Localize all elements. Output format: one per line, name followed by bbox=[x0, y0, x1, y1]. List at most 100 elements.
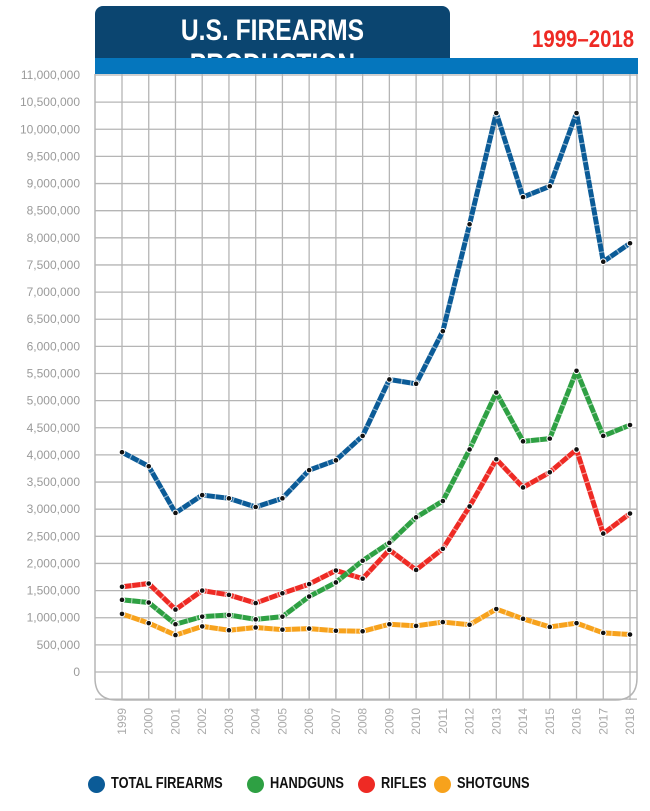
data-point-shotguns bbox=[439, 618, 447, 626]
legend-swatch-icon bbox=[433, 775, 451, 793]
data-point-shotguns bbox=[118, 610, 126, 618]
series-dash-shotguns bbox=[121, 606, 631, 638]
y-tick-label: 11,000,000 bbox=[21, 68, 80, 82]
x-tick-label: 2007 bbox=[329, 708, 343, 735]
data-point-total bbox=[198, 491, 206, 499]
data-point-shotguns bbox=[225, 626, 233, 634]
data-point-shotguns bbox=[279, 626, 286, 633]
data-point-handguns bbox=[386, 539, 393, 547]
data-point-rifles bbox=[546, 468, 554, 476]
data-point-shotguns bbox=[626, 631, 634, 638]
legend-label: RIFLES bbox=[381, 775, 427, 792]
data-point-shotguns bbox=[332, 627, 340, 635]
data-point-total bbox=[145, 463, 153, 470]
y-tick-label: 2,000,000 bbox=[27, 556, 81, 570]
x-tick-label: 2009 bbox=[382, 708, 396, 735]
data-point-total bbox=[493, 109, 500, 117]
data-point-total bbox=[519, 193, 527, 201]
data-point-rifles bbox=[118, 583, 126, 591]
legend-swatch-icon bbox=[246, 775, 264, 793]
y-tick-label: 6,500,000 bbox=[27, 312, 81, 326]
y-tick-label: 4,500,000 bbox=[27, 421, 81, 435]
data-point-handguns bbox=[172, 620, 179, 628]
data-point-total bbox=[305, 466, 313, 474]
data-point-handguns bbox=[198, 613, 206, 620]
x-tick-label: 2018 bbox=[623, 708, 637, 735]
x-tick-label: 2005 bbox=[275, 708, 289, 735]
data-point-rifles bbox=[332, 567, 340, 574]
y-tick-label: 5,500,000 bbox=[27, 367, 81, 381]
data-point-rifles bbox=[225, 591, 233, 599]
data-point-handguns bbox=[493, 389, 500, 396]
data-point-total bbox=[599, 258, 607, 265]
data-point-total bbox=[359, 432, 366, 440]
data-point-rifles bbox=[359, 575, 366, 582]
data-point-rifles bbox=[573, 446, 580, 453]
data-point-shotguns bbox=[573, 619, 580, 627]
x-tick-label: 2013 bbox=[489, 708, 503, 735]
y-tick-label: 10,000,000 bbox=[20, 122, 80, 136]
series-line-total bbox=[120, 110, 632, 516]
data-point-rifles bbox=[599, 530, 607, 537]
legend-item-rifles: RIFLES bbox=[358, 775, 427, 793]
x-tick-label: 2001 bbox=[168, 708, 182, 735]
data-point-handguns bbox=[439, 497, 447, 505]
series-dash-total bbox=[120, 103, 632, 517]
data-point-shotguns bbox=[198, 623, 206, 630]
legend-label: TOTAL FIREARMS bbox=[111, 775, 223, 792]
data-point-total bbox=[386, 376, 393, 383]
data-point-handguns bbox=[412, 514, 420, 521]
data-point-shotguns bbox=[252, 624, 259, 631]
data-point-handguns bbox=[332, 579, 340, 586]
y-tick-label: 8,500,000 bbox=[27, 204, 81, 218]
data-point-shotguns bbox=[412, 622, 420, 630]
data-point-handguns bbox=[599, 432, 607, 440]
x-tick-label: 2002 bbox=[195, 708, 209, 735]
x-tick-label: 2012 bbox=[463, 708, 477, 735]
data-point-shotguns bbox=[359, 627, 366, 635]
legend-label: HANDGUNS bbox=[269, 775, 344, 792]
x-tick-label: 2004 bbox=[249, 708, 263, 735]
legend: TOTAL FIREARMS HANDGUNS RIFLES SHOTGUNS bbox=[88, 775, 529, 793]
y-tick-label: 9,500,000 bbox=[27, 149, 81, 163]
data-point-total bbox=[172, 509, 179, 517]
legend-swatch-icon bbox=[358, 775, 376, 793]
series-line-shotguns bbox=[121, 606, 631, 638]
data-point-total bbox=[412, 380, 420, 388]
y-tick-label: 1,500,000 bbox=[27, 584, 81, 598]
data-point-shotguns bbox=[386, 620, 393, 628]
data-point-handguns bbox=[626, 421, 634, 429]
data-point-rifles bbox=[198, 587, 206, 594]
y-tick-label: 7,000,000 bbox=[27, 285, 81, 299]
data-point-rifles bbox=[279, 590, 286, 597]
data-point-handguns bbox=[305, 593, 313, 600]
data-point-handguns bbox=[118, 596, 126, 604]
data-point-total bbox=[118, 448, 126, 456]
data-point-rifles bbox=[626, 510, 634, 517]
y-tick-label: 7,500,000 bbox=[27, 258, 81, 272]
data-point-handguns bbox=[519, 438, 527, 445]
data-point-total bbox=[439, 327, 447, 335]
y-tick-label: 3,500,000 bbox=[27, 475, 81, 489]
x-tick-label: 2011 bbox=[436, 708, 450, 734]
data-point-handguns bbox=[359, 557, 366, 565]
data-point-total bbox=[466, 220, 473, 228]
data-point-total bbox=[626, 239, 634, 247]
y-tick-label: 8,000,000 bbox=[27, 231, 81, 245]
data-point-total bbox=[546, 182, 554, 190]
data-point-handguns bbox=[279, 613, 286, 620]
data-point-shotguns bbox=[546, 623, 554, 631]
data-point-rifles bbox=[252, 599, 259, 607]
x-tick-label: 2010 bbox=[409, 708, 423, 735]
legend-item-shotguns: SHOTGUNS bbox=[433, 775, 529, 793]
y-tick-label: 6,000,000 bbox=[27, 339, 81, 353]
data-point-shotguns bbox=[305, 625, 313, 632]
data-point-shotguns bbox=[466, 621, 473, 629]
y-tick-label: 10,500,000 bbox=[20, 95, 80, 109]
y-tick-label: 0 bbox=[73, 665, 80, 679]
y-tick-label: 4,000,000 bbox=[27, 448, 81, 462]
data-point-rifles bbox=[386, 546, 393, 554]
data-point-total bbox=[279, 495, 286, 502]
x-tick-label: 2003 bbox=[222, 708, 236, 735]
y-tick-label: 500,000 bbox=[37, 638, 81, 652]
